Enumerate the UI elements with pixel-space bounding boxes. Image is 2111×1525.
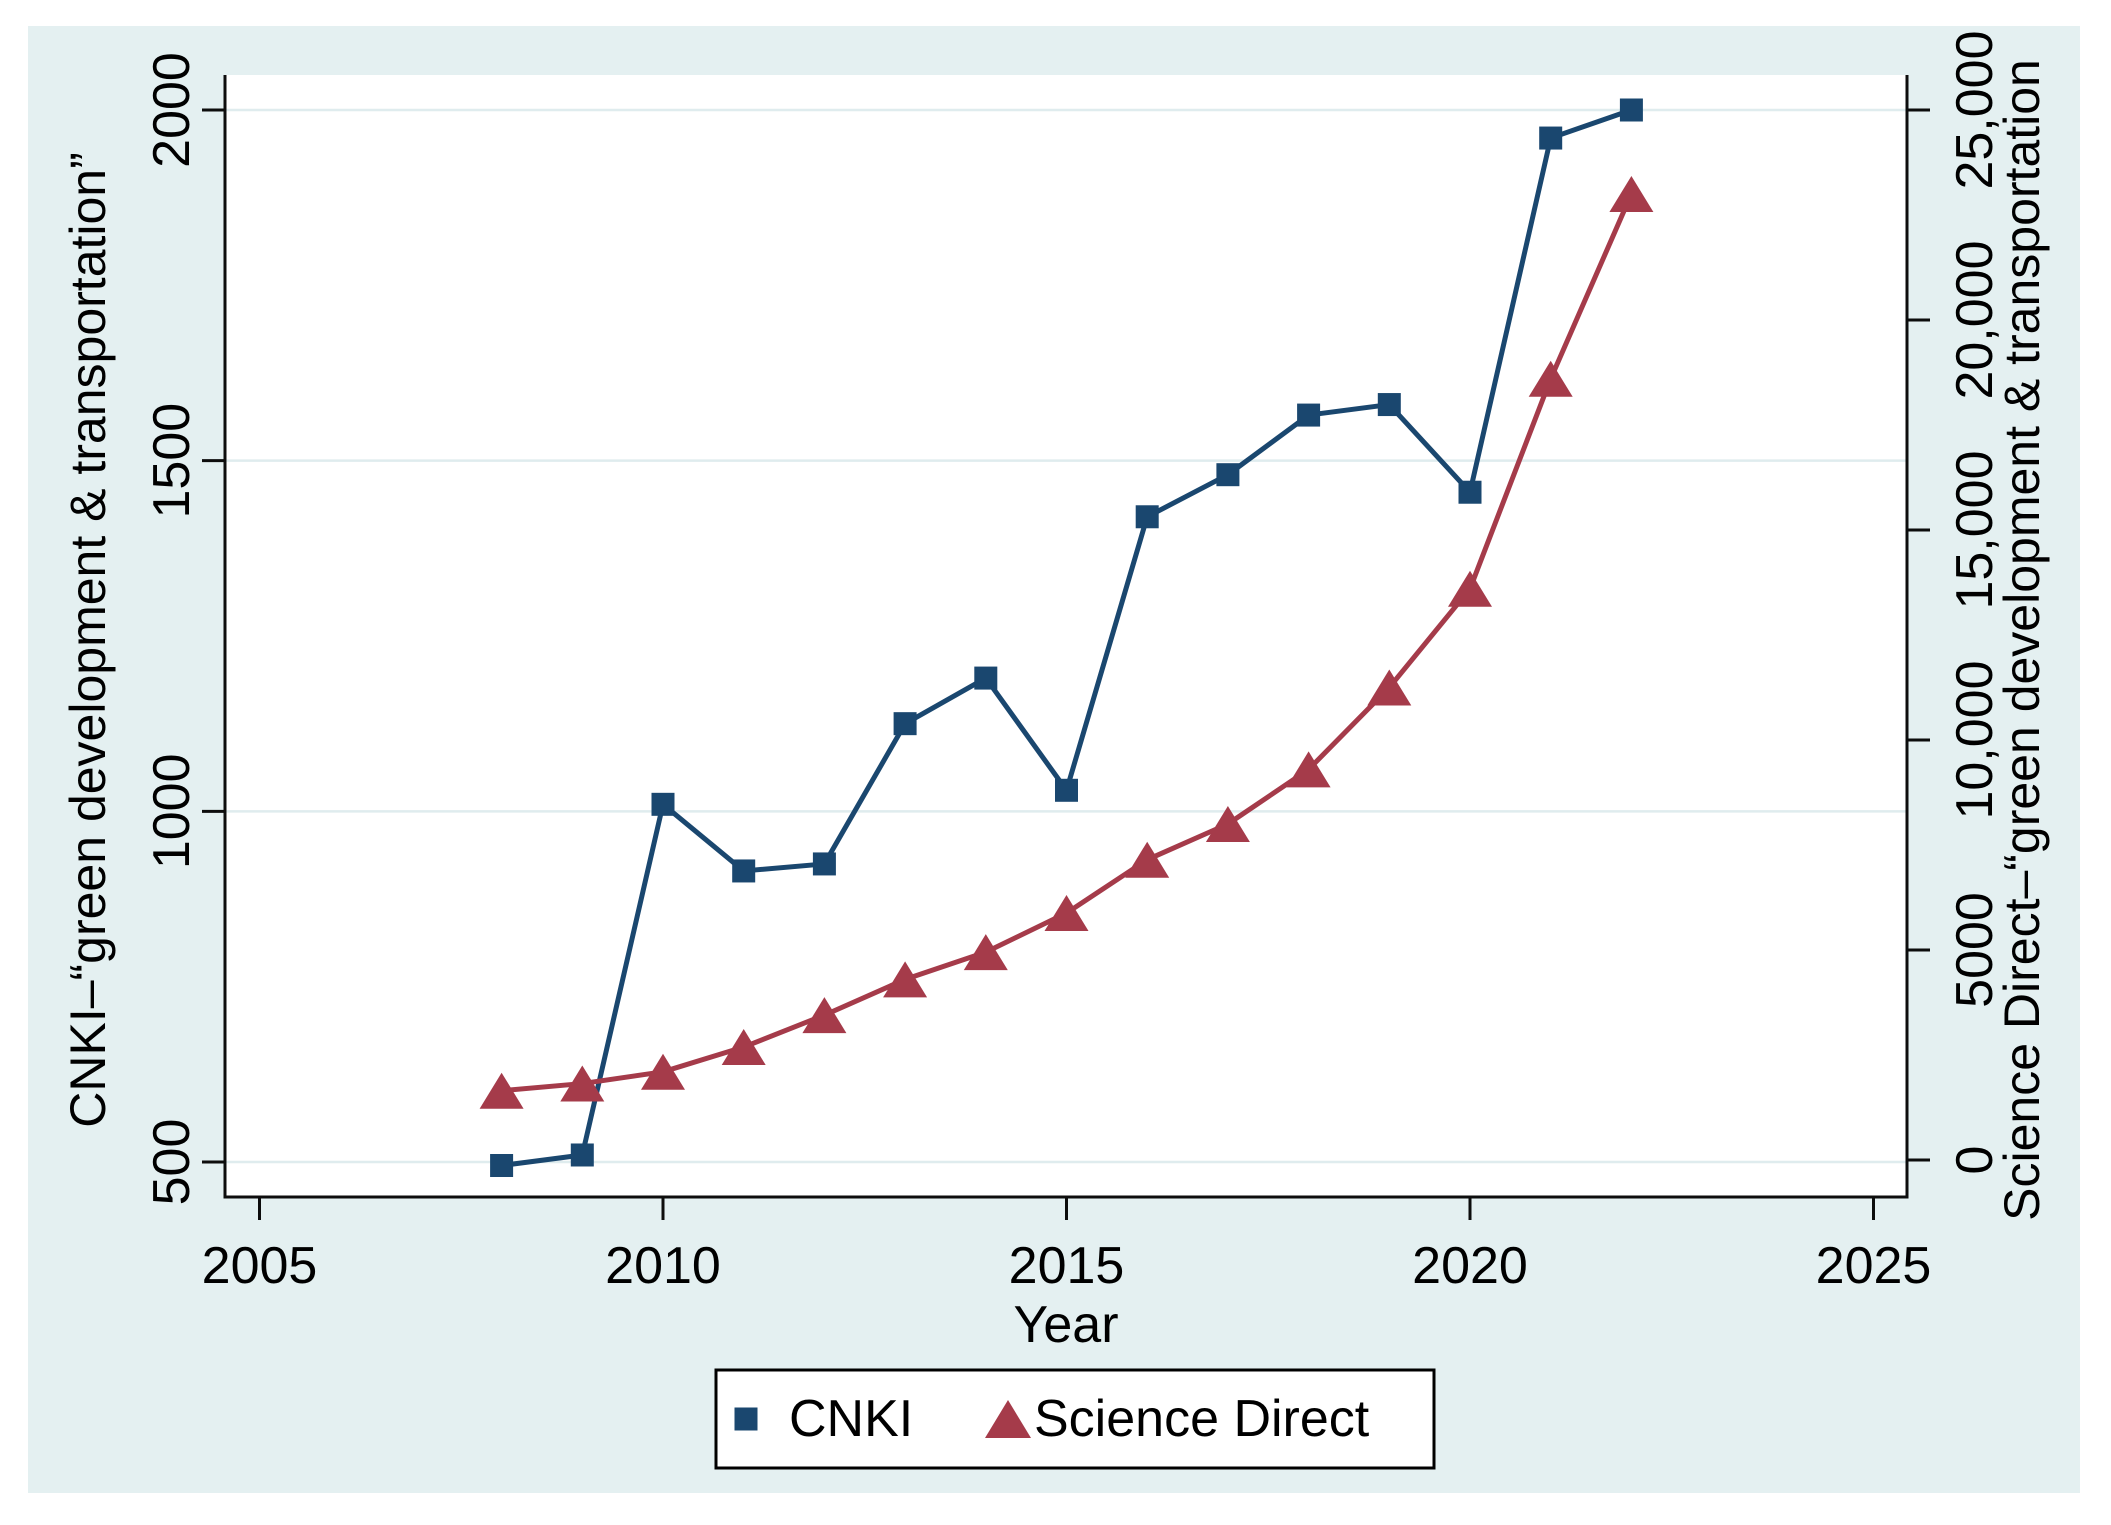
- left-tick-label: 2000: [143, 52, 201, 168]
- x-tick-label: 2015: [1009, 1237, 1125, 1295]
- cnki-point-2015: [1055, 778, 1078, 802]
- science-direct-point-2010: [641, 1053, 685, 1090]
- plot-area: [225, 75, 1907, 1197]
- science-direct-point-2011: [721, 1029, 766, 1066]
- legend-science-direct-label: Science Direct: [1034, 1390, 1370, 1448]
- legend-box: [714, 1368, 1436, 1470]
- science-direct-point-2015: [1044, 895, 1089, 932]
- right-tick-label: 5000: [1946, 892, 2004, 1008]
- science-direct-point-2022: [1609, 176, 1654, 212]
- science-direct-point-2021: [1528, 360, 1573, 397]
- x-axis-title: Year: [1013, 1296, 1118, 1354]
- science-direct-point-2014: [963, 934, 1008, 971]
- cnki-point-2010: [651, 792, 675, 816]
- x-tick-label: 2025: [1816, 1237, 1932, 1295]
- cnki-point-2020: [1458, 480, 1482, 504]
- cnki-point-2021: [1539, 126, 1563, 150]
- science-direct-point-2020: [1448, 570, 1492, 607]
- science-direct-point-2018: [1286, 751, 1331, 788]
- cnki-point-2019: [1377, 393, 1401, 417]
- right-tick-label: 15,000: [1946, 450, 2004, 609]
- x-tick-label: 2005: [202, 1237, 318, 1295]
- science-direct-point-2008: [479, 1072, 524, 1109]
- cnki-point-2009: [570, 1143, 594, 1167]
- cnki-point-2014: [974, 666, 998, 690]
- right-axis-title: Science Direct–“green development & tran…: [1994, 59, 2050, 1221]
- cnki-point-2012: [812, 852, 836, 876]
- left-tick-label: 500: [143, 1119, 201, 1206]
- legend-cnki-label: CNKI: [789, 1390, 913, 1448]
- right-tick-label: 0: [1946, 1146, 2004, 1175]
- left-tick-label: 1500: [143, 403, 201, 519]
- science-direct-point-2017: [1205, 806, 1250, 842]
- science-direct-point-2013: [883, 961, 928, 998]
- science-direct-point-2009: [560, 1065, 605, 1102]
- right-tick-label: 10,000: [1946, 660, 2004, 819]
- x-tick-label: 2020: [1412, 1237, 1528, 1295]
- science-direct-point-2019: [1367, 669, 1412, 706]
- cnki-point-2008: [490, 1154, 514, 1178]
- cnki-point-2022: [1619, 98, 1643, 122]
- legend-science-direct-marker: [985, 1400, 1031, 1438]
- science-direct-point-2016: [1125, 841, 1170, 878]
- science-direct-point-2012: [802, 997, 847, 1034]
- right-tick-label: 25,000: [1946, 30, 2004, 189]
- legend-cnki-marker: [734, 1407, 758, 1431]
- left-tick-label: 1000: [143, 753, 201, 869]
- cnki-point-2017: [1216, 463, 1240, 487]
- cnki-point-2018: [1297, 403, 1321, 427]
- cnki-point-2011: [732, 859, 756, 883]
- x-tick-label: 2010: [605, 1237, 721, 1295]
- right-tick-label: 20,000: [1946, 240, 2004, 399]
- left-axis-title: CNKI–“green development & transportation…: [60, 152, 116, 1128]
- cnki-point-2013: [893, 712, 917, 736]
- cnki-point-2016: [1135, 505, 1159, 529]
